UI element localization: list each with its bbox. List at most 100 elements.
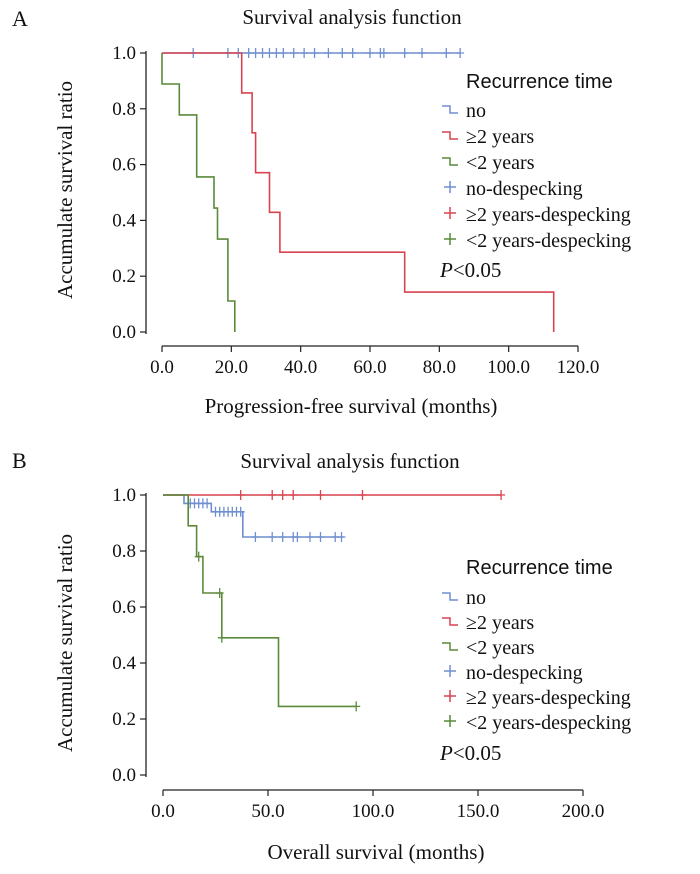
- panel-a-x-tick-label: 60.0: [353, 357, 386, 378]
- panel-b-legend-label-0: no: [466, 587, 486, 609]
- panel-a-censor-mark-0: [258, 48, 267, 58]
- panel-a-legend-cross-symbol-3: [444, 181, 456, 193]
- panel-b-x-tick-label: 0.0: [151, 801, 175, 822]
- panel-a-legend-cross-symbol-5: [444, 233, 456, 245]
- panel-b-censor-mark-2: [194, 551, 203, 562]
- panel-b-legend-cross-symbol-5: [444, 715, 456, 727]
- panel-a-censor-mark-0: [379, 48, 388, 58]
- panel-a-censor-mark-0: [265, 48, 274, 58]
- panel-b-censor-mark-2: [217, 632, 226, 643]
- panel-a-legend-label-2: <2 years: [466, 152, 535, 174]
- panel-a-censor-mark-0: [310, 48, 319, 58]
- panel-b-censor-mark-1: [497, 490, 506, 500]
- panel-b-series-line-2: [163, 494, 357, 708]
- panel-a-censor-mark-0: [279, 48, 288, 58]
- panel-a-censor-mark-0: [418, 48, 426, 58]
- panel-a-y-axis-label: Accumulate survival ratio: [53, 81, 77, 299]
- panel-b-x-tick-label: 200.0: [562, 801, 605, 822]
- panel-a-y-tick-label: 0.6: [112, 155, 136, 176]
- panel-b-censor-mark-1: [358, 490, 367, 500]
- panel-b-censor-mark-1: [289, 490, 298, 500]
- panel-b-title: Survival analysis function: [240, 449, 460, 473]
- panel-a-x-tick-label: 40.0: [284, 357, 317, 378]
- panel-b-censor-mark-1: [278, 490, 287, 500]
- panel-b-y-tick-label: 0.4: [112, 653, 136, 674]
- panel-a-y-tick-label: 0.2: [112, 266, 136, 287]
- panel-a-series-line-2: [161, 53, 236, 332]
- panel-a-censor-mark-0: [272, 48, 281, 58]
- panel-b-x-tick-label: 100.0: [352, 801, 395, 822]
- panel-b-legend-label-5: <2 years-despecking: [466, 712, 631, 734]
- panel-a-legend-line-symbol-2: [442, 157, 458, 166]
- panel-b-legend-label-3: no-despecking: [466, 662, 583, 684]
- panel-a-censor-mark-0: [300, 48, 309, 58]
- panel-b-censor-mark-2: [352, 701, 361, 712]
- panel-b-y-tick-label: 0.8: [112, 541, 136, 562]
- panel-a-censor-mark-0: [442, 48, 451, 58]
- panel-b-y-tick-label: 0.2: [112, 709, 136, 730]
- panel-a-x-tick-label: 100.0: [487, 357, 530, 378]
- panel-a-legend-label-3: no-despecking: [466, 178, 583, 200]
- panel-b-plot: 0.0 0.2 0.4 0.6 0.8 1.0 0.0 50.0 100.0 150.0 200.0…: [112, 485, 631, 822]
- panel-a-censor-mark-0: [338, 48, 347, 58]
- panel-b-legend-cross-symbol-4: [444, 690, 456, 702]
- panel-a-legend-label-4: ≥2 years-despecking: [466, 204, 631, 226]
- panel-a-censor-mark-0: [251, 48, 260, 58]
- panel-a-censor-mark-0: [348, 48, 357, 58]
- panel-a-x-axis-label: Progression-free survival (months): [205, 394, 498, 418]
- panel-a-y-tick-label: 0.8: [112, 99, 136, 120]
- panel-a-letter: A: [12, 6, 28, 31]
- panel-a-censor-mark-0: [366, 48, 374, 58]
- panel-b-letter: B: [12, 448, 27, 473]
- panel-a-plot: 0.0 0.2 0.4 0.6 0.8 1.0 0.0 20.0 40.0 60.0 80.0 100…: [112, 43, 631, 378]
- panel-a-legend-line-symbol-0: [442, 105, 458, 114]
- panel-b-legend-label-2: <2 years: [466, 637, 535, 659]
- panel-a-x-tick-label: 80.0: [423, 357, 456, 378]
- panel-a-censor-mark-0: [456, 48, 465, 58]
- panel-b-censor-mark-1: [316, 490, 325, 500]
- panel-b-legend-line-symbol-2: [442, 642, 458, 651]
- panel-a-series-line-1: [162, 52, 555, 332]
- panel-b-censor-mark-0: [293, 532, 302, 542]
- panel-b-y-tick-label: 1.0: [112, 485, 136, 506]
- panel-b-legend-cross-symbol-3: [444, 665, 456, 677]
- panel-a: A Survival analysis function Accumulate …: [12, 5, 631, 418]
- panel-a-legend-label-1: ≥2 years: [466, 126, 534, 148]
- panel-b-p-value: P<0.05: [439, 741, 501, 765]
- panel-a-x-tick-label: 20.0: [215, 357, 248, 378]
- panel-a-title: Survival analysis function: [242, 5, 462, 29]
- panel-b-censor-mark-1: [236, 490, 245, 500]
- panel-b-censor-mark-0: [203, 498, 212, 509]
- panel-a-censor-mark-0: [289, 48, 298, 58]
- panel-a-censor-mark-0: [244, 48, 253, 58]
- panel-a-y-tick-label: 0.0: [112, 322, 136, 343]
- panel-a-p-value: P<0.05: [439, 258, 501, 282]
- panel-a-legend-label-0: no: [466, 100, 486, 122]
- panel-b-censor-mark-0: [316, 532, 325, 542]
- panel-b-censor-mark-1: [268, 490, 277, 500]
- panel-b-censor-mark-0: [337, 532, 346, 542]
- panel-a-x-tick-label: 0.0: [150, 357, 174, 378]
- panel-a-y-tick-label: 0.4: [112, 210, 136, 231]
- panel-a-y-tick-label: 1.0: [112, 43, 136, 64]
- panel-b-legend-line-symbol-1: [442, 617, 458, 626]
- panel-a-legend-label-5: <2 years-despecking: [466, 230, 631, 252]
- panel-b-series-line-0: [163, 494, 344, 538]
- panel-b-legend-title: Recurrence time: [466, 557, 613, 579]
- panel-a-x-tick-label: 120.0: [557, 357, 600, 378]
- panel-a-legend-cross-symbol-4: [444, 207, 456, 219]
- panel-a-legend-title: Recurrence time: [466, 71, 613, 93]
- panel-b-legend-label-4: ≥2 years-despecking: [466, 687, 631, 709]
- panel-a-legend-line-symbol-1: [442, 131, 458, 140]
- panel-b-x-axis-label: Overall survival (months): [268, 840, 485, 864]
- panel-a-censor-mark-0: [324, 48, 333, 58]
- panel-b-censor-mark-0: [306, 532, 314, 542]
- panel-b-legend-label-1: ≥2 years: [466, 612, 534, 634]
- panel-b-censor-mark-0: [278, 532, 287, 542]
- panel-b-censor-mark-0: [251, 532, 260, 542]
- panel-b-y-tick-label: 0.0: [112, 765, 136, 786]
- panel-b-censor-mark-0: [268, 532, 277, 542]
- panel-b-legend-line-symbol-0: [442, 592, 458, 601]
- panel-b: B Survival analysis function Accumulate …: [12, 448, 631, 864]
